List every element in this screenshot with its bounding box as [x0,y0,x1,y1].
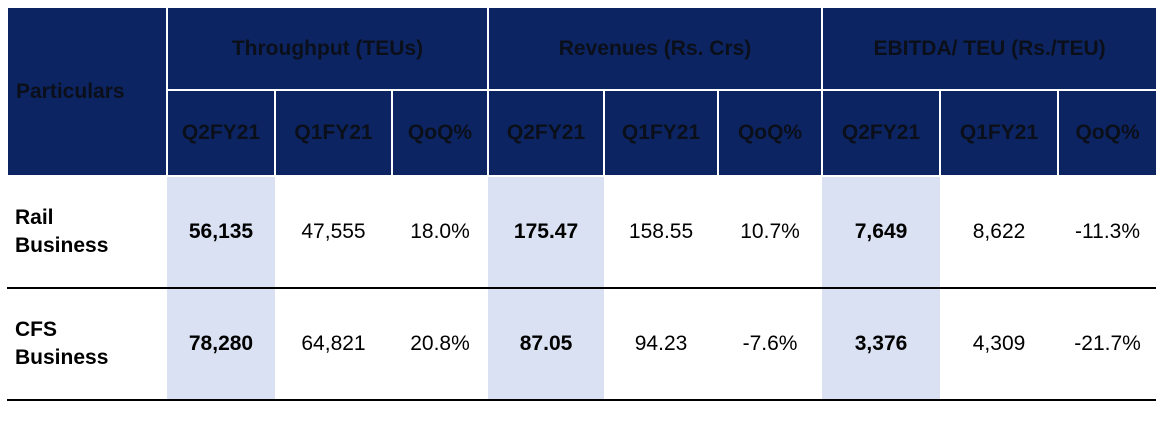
row-label-line1: CFS [15,318,57,341]
results-table-container: Particulars Throughput (TEUs) Revenues (… [6,6,1156,401]
header-sub-row: Q2FY21 Q1FY21 QoQ% Q2FY21 Q1FY21 QoQ% Q2… [7,89,1156,177]
cell-throughput-qoq: 18.0% [392,175,489,289]
header-qoq: QoQ% [717,89,824,177]
row-label-cfs: CFS Business [7,288,167,401]
header-q1fy21: Q1FY21 [603,89,720,177]
header-q2fy21: Q2FY21 [166,89,276,177]
cell-revenues-qoq: -7.6% [718,288,823,401]
cell-revenues-q1fy21: 94.23 [604,288,719,401]
cell-throughput-q2fy21: 78,280 [167,288,275,401]
header-group-throughput: Throughput (TEUs) [165,6,490,91]
results-table: Particulars Throughput (TEUs) Revenues (… [6,6,1156,401]
cell-ebitda-qoq: -21.7% [1058,288,1156,401]
header-group-ebitda: EBITDA/ TEU (Rs./TEU) [821,6,1156,91]
table-row-rail: Rail Business 56,135 47,555 18.0% 175.47… [7,175,1156,289]
cell-revenues-qoq: 10.7% [718,175,823,289]
cell-throughput-q1fy21: 47,555 [275,175,392,289]
header-q2fy21: Q2FY21 [821,89,942,177]
cell-ebitda-q2fy21: 7,649 [822,175,941,289]
cell-ebitda-q1fy21: 4,309 [940,288,1059,401]
header-q2fy21: Q2FY21 [487,89,606,177]
cell-revenues-q1fy21: 158.55 [604,175,719,289]
header-q1fy21: Q1FY21 [939,89,1060,177]
row-label-line1: Rail [15,206,54,229]
header-qoq: QoQ% [1057,89,1156,177]
table-row-cfs: CFS Business 78,280 64,821 20.8% 87.05 9… [7,288,1156,401]
row-label-line2: Business [15,346,109,369]
cell-ebitda-q2fy21: 3,376 [822,288,941,401]
row-label-line2: Business [15,234,109,257]
cell-throughput-q1fy21: 64,821 [275,288,392,401]
cell-throughput-q2fy21: 56,135 [167,175,275,289]
cell-revenues-q2fy21: 87.05 [488,288,605,401]
header-particulars: Particulars [6,6,168,177]
header-q1fy21: Q1FY21 [274,89,393,177]
cell-throughput-qoq: 20.8% [392,288,489,401]
header-group-revenues: Revenues (Rs. Crs) [487,6,824,91]
cell-revenues-q2fy21: 175.47 [488,175,605,289]
cell-ebitda-q1fy21: 8,622 [940,175,1059,289]
header-qoq: QoQ% [390,89,490,177]
row-label-rail: Rail Business [7,175,167,289]
cell-ebitda-qoq: -11.3% [1058,175,1156,289]
header-group-row: Particulars Throughput (TEUs) Revenues (… [6,6,1156,177]
